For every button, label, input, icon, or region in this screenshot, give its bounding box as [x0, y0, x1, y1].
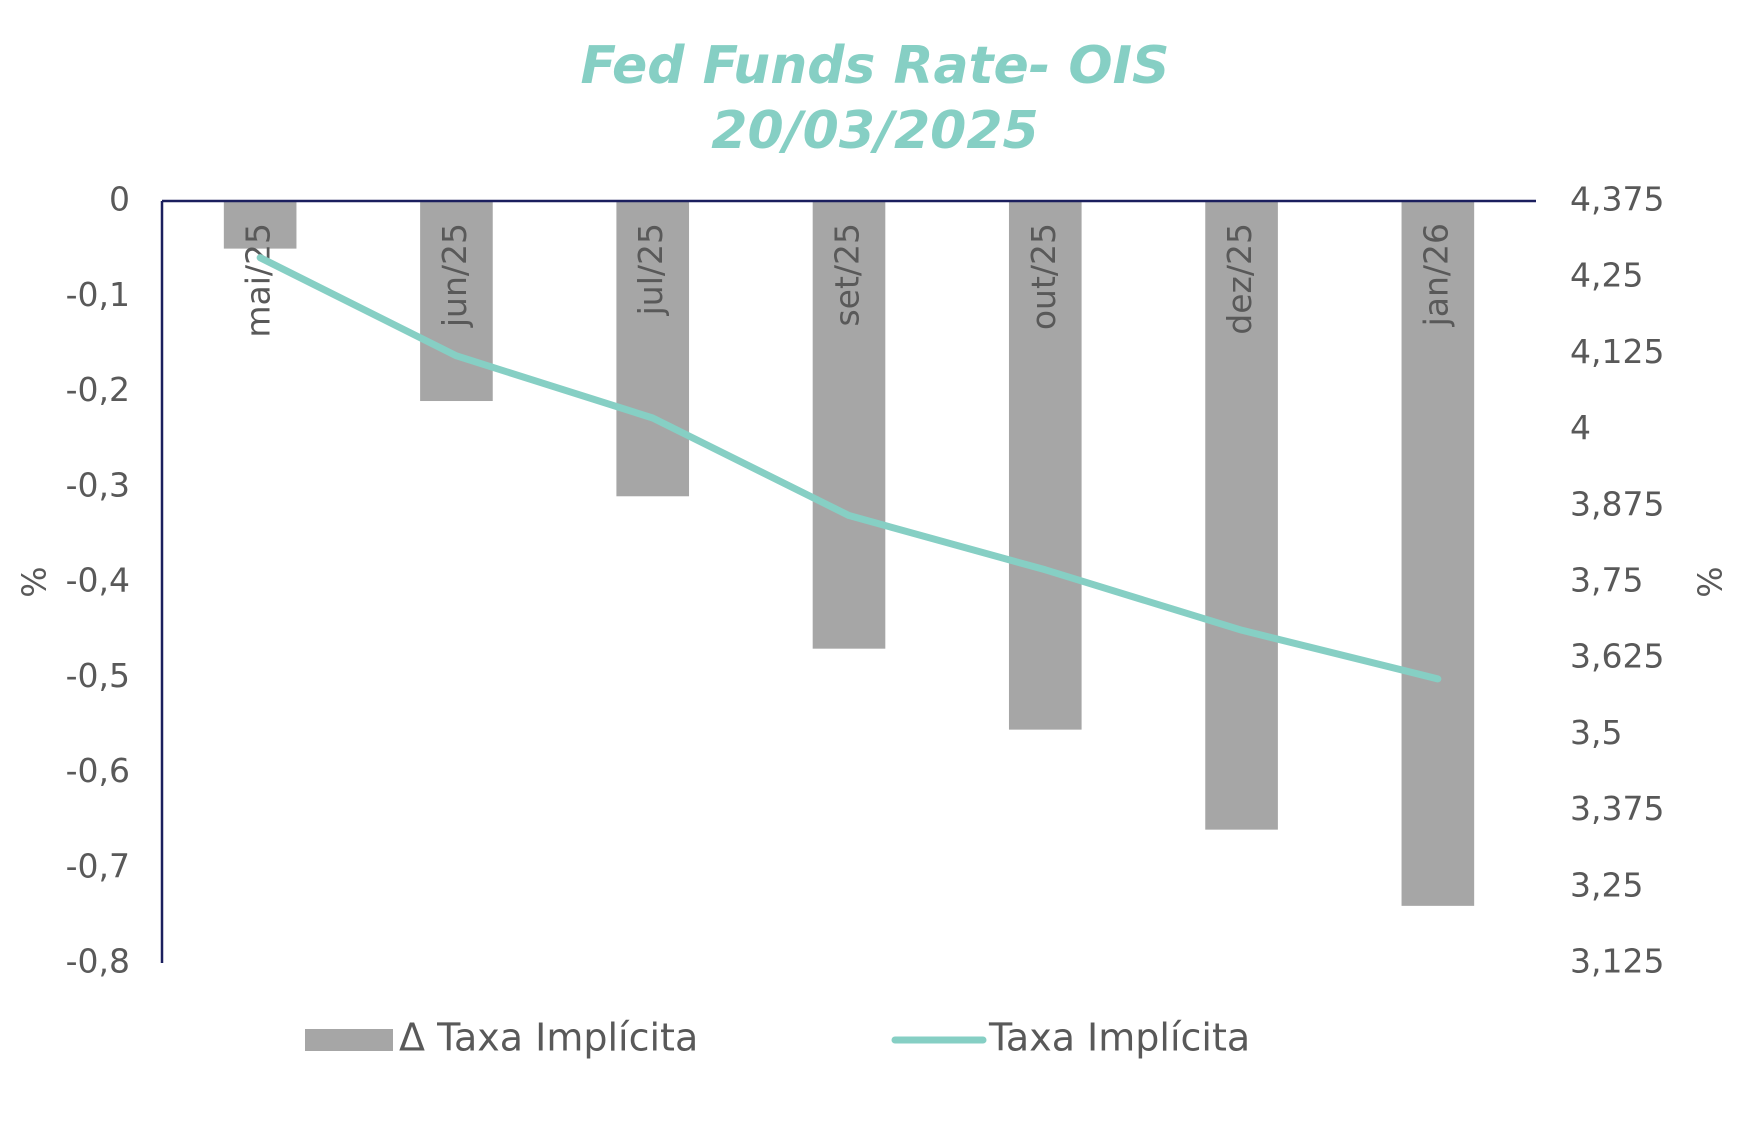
y-tick-label: -0,2: [66, 370, 130, 409]
legend-label: Δ Taxa Implícita: [399, 1016, 698, 1060]
bar: [616, 201, 690, 497]
chart-subtitle: 20/03/2025: [711, 101, 1038, 161]
chart-title: Fed Funds Rate- OIS: [581, 36, 1170, 96]
x-tick-label: dez/25: [1220, 223, 1259, 335]
bar: [1205, 201, 1278, 830]
line: [256, 254, 1442, 683]
y2-tick-label: 3,125: [1570, 942, 1664, 981]
y-tick-label: -0,6: [66, 751, 130, 790]
y-tick-label: -0,3: [66, 465, 130, 504]
y2-tick-label: 3,875: [1570, 484, 1664, 523]
y2-tick-label: 3,25: [1570, 865, 1643, 904]
legend-swatch: [305, 1029, 393, 1051]
x-tick-label: jul/25: [631, 223, 670, 316]
y-tick-label: -0,7: [66, 846, 130, 885]
bar: [420, 201, 493, 402]
y2-tick-label: 3,375: [1570, 789, 1664, 828]
y-axis-title: %: [15, 566, 54, 597]
legend-label: Taxa Implícita: [988, 1016, 1250, 1060]
y2-tick-label: 3,75: [1570, 561, 1643, 600]
bar: [812, 201, 886, 649]
y2-tick-label: 3,5: [1570, 713, 1622, 752]
x-tick-label: jan/26: [1416, 223, 1455, 327]
y-tick-label: -0,1: [66, 275, 130, 314]
y2-axis-title: %: [1691, 566, 1730, 597]
x-tick-label: jun/25: [435, 223, 474, 328]
y-tick-label: -0,4: [66, 561, 130, 600]
y2-tick-label: 4: [1570, 408, 1591, 447]
y2-tick-label: 4,125: [1570, 332, 1664, 371]
bar: [223, 201, 297, 249]
y-tick-label: -0,5: [66, 656, 130, 695]
x-tick-label: mai/25: [239, 223, 278, 338]
y-tick-label: 0: [109, 180, 130, 219]
y2-tick-label: 4,25: [1570, 256, 1643, 295]
y2-tick-label: 3,625: [1570, 637, 1664, 676]
x-tick-label: set/25: [828, 223, 867, 327]
bar: [1401, 201, 1475, 906]
x-tick-label: out/25: [1024, 223, 1063, 330]
y-tick-label: -0,8: [66, 942, 130, 981]
y2-tick-label: 4,375: [1570, 180, 1664, 219]
bar: [1008, 201, 1082, 730]
